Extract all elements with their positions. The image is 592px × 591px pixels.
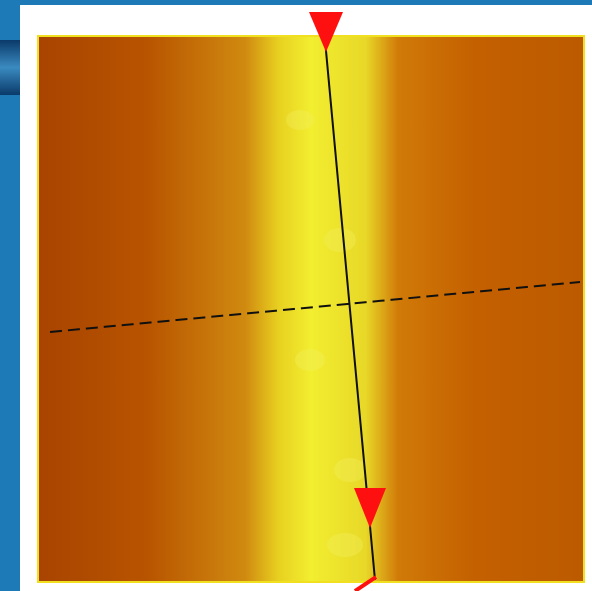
spot: [324, 228, 356, 252]
afm-screenshot: [0, 0, 592, 591]
side-tab: [0, 40, 22, 95]
spot: [286, 110, 314, 130]
spot: [334, 458, 366, 482]
page: [0, 0, 592, 591]
spot: [327, 533, 363, 557]
spot: [295, 349, 325, 371]
